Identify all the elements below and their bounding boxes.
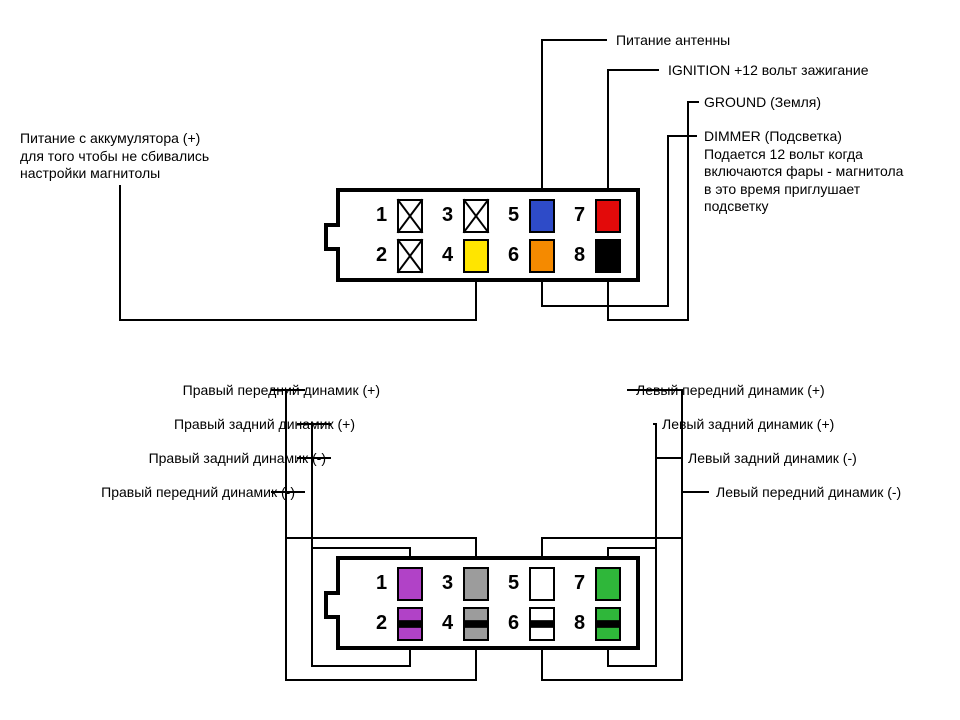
label-right-front-plus: Правый передний динамик (+) [120, 382, 380, 400]
pin-number: 4 [442, 243, 453, 268]
label-ground: GROUND (Земля) [704, 94, 821, 112]
pin-number: 1 [376, 571, 387, 596]
label-right-rear-plus: Правый задний динамик (+) [95, 416, 355, 434]
label-right-rear-minus: Правый задний динамик (-) [66, 450, 326, 468]
pin-number: 7 [574, 571, 585, 596]
pin-number: 1 [376, 203, 387, 228]
pin-number: 5 [508, 571, 519, 596]
label-left-front-plus: Левый передний динамик (+) [636, 382, 825, 400]
label-antenna: Питание антенны [616, 32, 730, 50]
pin-number: 5 [508, 203, 519, 228]
label-left-rear-plus: Левый задний динамик (+) [662, 416, 834, 434]
label-dimmer: DIMMER (Подсветка) Подается 12 вольт ког… [704, 128, 903, 216]
pin-number: 6 [508, 243, 519, 268]
label-ignition: IGNITION +12 вольт зажигание [668, 62, 869, 80]
label-battery: Питание с аккумулятора (+) для того чтоб… [20, 130, 209, 183]
pin-number: 8 [574, 243, 585, 268]
pin-number: 3 [442, 203, 453, 228]
pin-number: 6 [508, 611, 519, 636]
pin-number: 2 [376, 243, 387, 268]
pin-number: 3 [442, 571, 453, 596]
label-left-rear-minus: Левый задний динамик (-) [688, 450, 857, 468]
pin-number: 4 [442, 611, 453, 636]
pin-number: 8 [574, 611, 585, 636]
label-left-front-minus: Левый передний динамик (-) [716, 484, 901, 502]
label-right-front-minus: Правый передний динамик (-) [35, 484, 295, 502]
pin-number: 2 [376, 611, 387, 636]
pin-number: 7 [574, 203, 585, 228]
